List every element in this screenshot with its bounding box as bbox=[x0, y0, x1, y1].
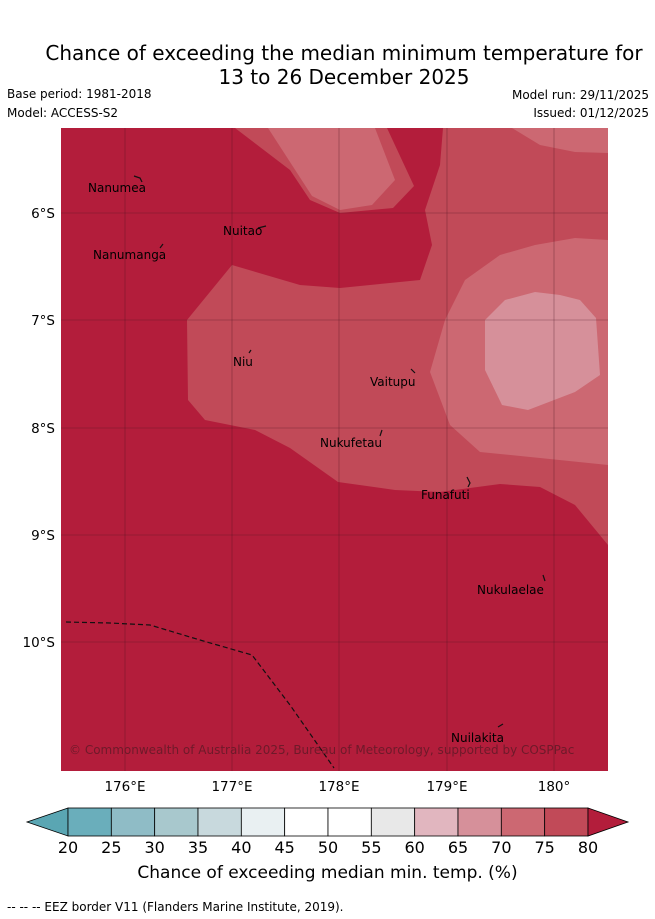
colorbar-tick-label: 30 bbox=[144, 838, 164, 857]
colorbar-tick-label: 40 bbox=[231, 838, 251, 857]
place-nukulaelae: Nukulaelae bbox=[477, 583, 544, 597]
island-marks bbox=[133, 175, 546, 728]
colorbar-tick-label: 50 bbox=[318, 838, 338, 857]
graticule bbox=[61, 128, 608, 771]
fill-70-75-corner bbox=[512, 128, 608, 153]
colorbar-swatch bbox=[544, 807, 589, 837]
colorbar-tick-label: 65 bbox=[448, 838, 468, 857]
colorbar-tick-label: 45 bbox=[274, 838, 294, 857]
place-labels: Nanumea Nuitao Nanumanga Niu Vaitupu Nuk… bbox=[88, 181, 544, 745]
lat-label: 6°S bbox=[31, 206, 55, 222]
place-niu: Niu bbox=[233, 355, 253, 369]
latitude-labels: 6°S 7°S 8°S 9°S 10°S bbox=[23, 206, 56, 651]
colorbar-swatch bbox=[500, 807, 546, 837]
eez-border bbox=[65, 621, 335, 769]
lat-label: 10°S bbox=[23, 635, 56, 651]
title-line-2: 13 to 26 December 2025 bbox=[218, 65, 470, 89]
colorbar: 20 25 30 35 40 45 50 55 60 65 70 75 80 bbox=[25, 807, 630, 857]
fill-70-75-north bbox=[268, 128, 395, 210]
lat-label: 7°S bbox=[31, 313, 55, 329]
probability-fills: Nanumea Nuitao Nanumanga Niu Vaitupu Nuk… bbox=[61, 128, 608, 771]
colorbar-swatch bbox=[197, 807, 242, 837]
colorbar-tick-label: 80 bbox=[578, 838, 598, 857]
colorbar-tick-label: 75 bbox=[534, 838, 554, 857]
place-funafuti: Funafuti bbox=[421, 488, 470, 502]
colorbar-tick-label: 55 bbox=[361, 838, 381, 857]
place-nukufetau: Nukufetau bbox=[320, 436, 382, 450]
colorbar-tick-label: 25 bbox=[101, 838, 121, 857]
colorbar-under-extension bbox=[25, 807, 69, 837]
colorbar-swatch bbox=[67, 807, 112, 837]
colorbar-swatch bbox=[284, 807, 329, 837]
colorbar-swatch bbox=[110, 807, 156, 837]
eez-footnote: -- -- -- EEZ border V11 (Flanders Marine… bbox=[7, 900, 344, 914]
model-name: Model: ACCESS-S2 bbox=[7, 106, 119, 120]
lon-label: 177°E bbox=[211, 779, 252, 795]
lon-label: 179°E bbox=[426, 779, 467, 795]
colorbar-tick-label: 70 bbox=[491, 838, 511, 857]
place-nanumanga: Nanumanga bbox=[93, 248, 166, 262]
colorbar-swatch bbox=[457, 807, 502, 837]
place-vaitupu: Vaitupu bbox=[370, 375, 416, 389]
place-nuitao: Nuitao bbox=[223, 224, 262, 238]
title-line-1: Chance of exceeding the median minimum t… bbox=[45, 41, 643, 65]
colorbar-swatch bbox=[414, 807, 459, 837]
lon-label: 180° bbox=[538, 779, 571, 795]
place-nuilakita: Nuilakita bbox=[451, 731, 504, 745]
base-period: Base period: 1981-2018 bbox=[7, 87, 152, 101]
colorbar-tick-label: 20 bbox=[58, 838, 78, 857]
model-run: Model run: 29/11/2025 bbox=[511, 88, 649, 102]
colorbar-swatch bbox=[327, 807, 372, 837]
place-nanumea: Nanumea bbox=[88, 181, 146, 195]
colorbar-swatch bbox=[154, 807, 199, 837]
forecast-map: Nanumea Nuitao Nanumanga Niu Vaitupu Nuk… bbox=[23, 128, 630, 857]
colorbar-swatch bbox=[370, 807, 416, 837]
colorbar-over-extension bbox=[587, 807, 630, 837]
lat-label: 9°S bbox=[31, 528, 55, 544]
colorbar-label: Chance of exceeding median min. temp. (%… bbox=[137, 863, 518, 883]
lon-label: 176°E bbox=[104, 779, 145, 795]
copyright-notice: © Commonwealth of Australia 2025, Bureau… bbox=[69, 743, 574, 757]
colorbar-tick-label: 60 bbox=[404, 838, 424, 857]
colorbar-tick-label: 35 bbox=[188, 838, 208, 857]
issued-date: Issued: 01/12/2025 bbox=[533, 106, 649, 120]
longitude-labels: 176°E 177°E 178°E 179°E 180° bbox=[104, 779, 570, 795]
colorbar-swatch bbox=[240, 807, 286, 837]
lat-label: 8°S bbox=[31, 421, 55, 437]
lon-label: 178°E bbox=[318, 779, 359, 795]
fill-65-70 bbox=[485, 292, 600, 410]
